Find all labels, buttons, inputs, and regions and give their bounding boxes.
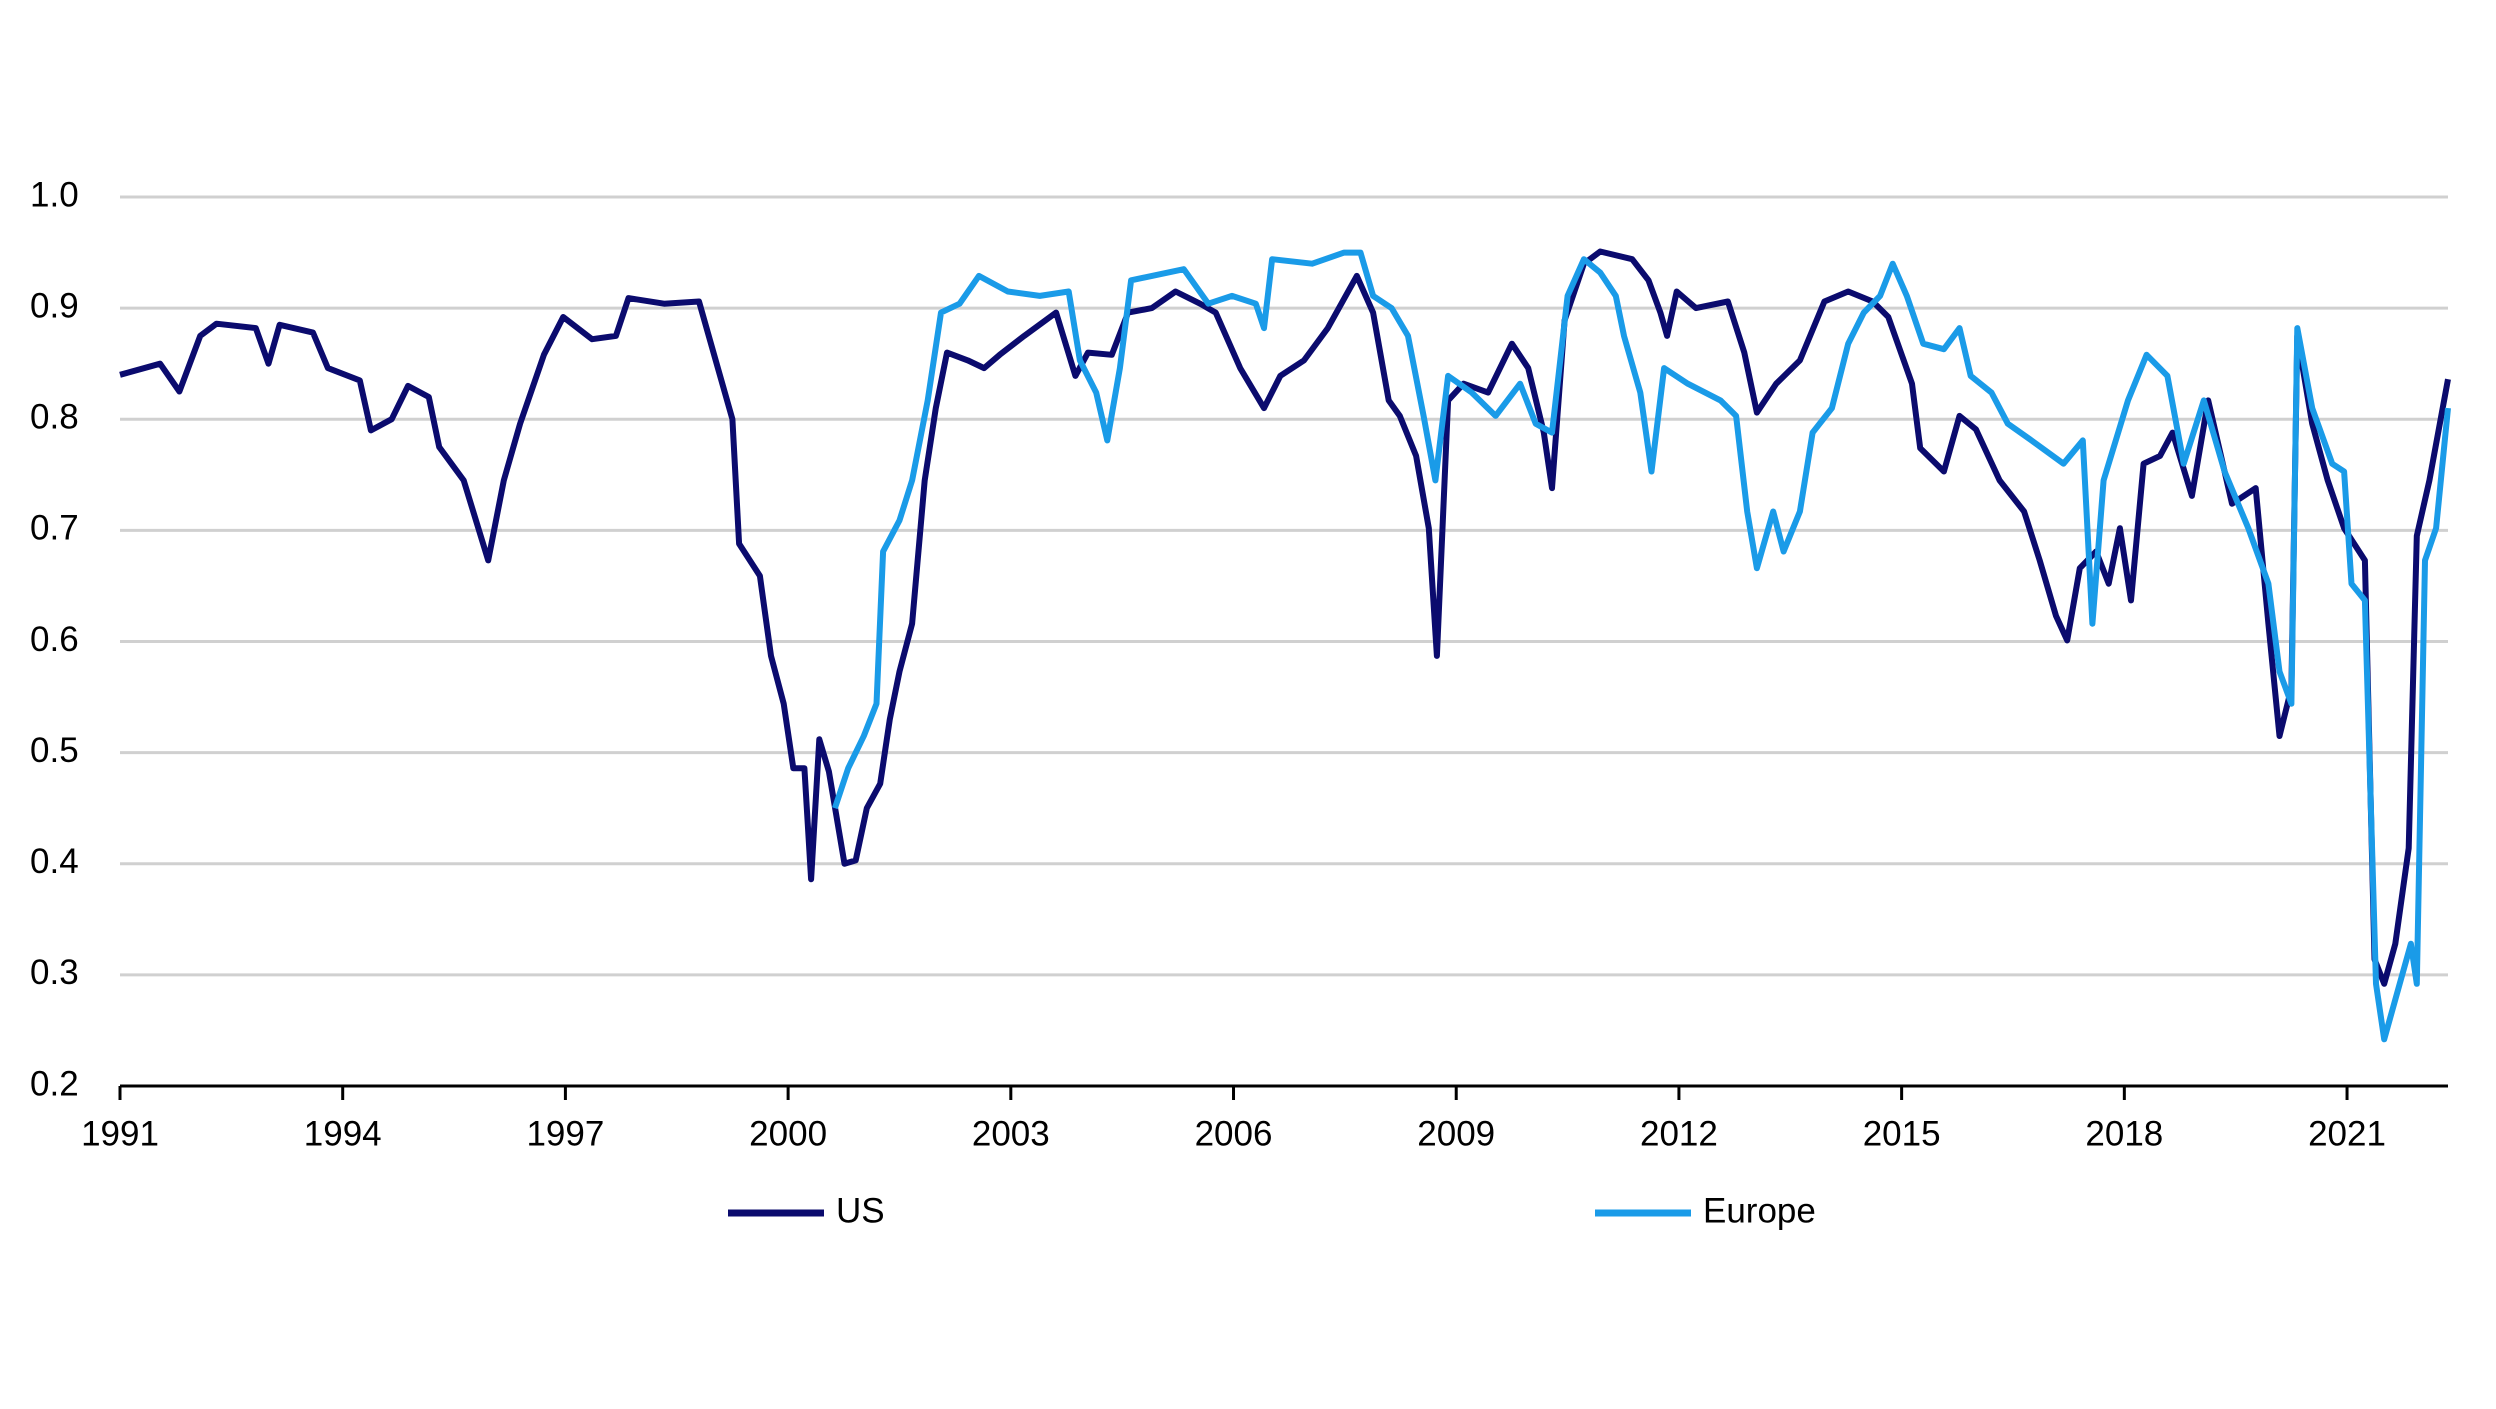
y-tick-label: 0.9 <box>30 286 79 325</box>
y-tick-label: 1.0 <box>30 175 79 214</box>
y-tick-label: 0.2 <box>30 1064 79 1103</box>
y-tick-label: 0.7 <box>30 509 79 548</box>
x-tick-label: 1994 <box>304 1114 382 1153</box>
x-tick-label: 2003 <box>972 1114 1050 1153</box>
legend-label: US <box>836 1191 885 1230</box>
series-line <box>119 248 2451 987</box>
x-tick-label: 2000 <box>749 1114 827 1153</box>
y-tick-label: 0.5 <box>30 731 79 770</box>
x-tick-label: 2018 <box>2085 1114 2163 1153</box>
x-tick-label: 1997 <box>526 1114 604 1153</box>
y-tick-label: 0.6 <box>30 620 79 659</box>
x-tick-label: 2021 <box>2308 1114 2386 1153</box>
legend-label: Europe <box>1703 1191 1816 1230</box>
x-tick-label: 2012 <box>1640 1114 1718 1153</box>
y-tick-label: 0.3 <box>30 953 79 992</box>
x-tick-label: 2015 <box>1863 1114 1941 1153</box>
x-tick-label: 2009 <box>1417 1114 1495 1153</box>
series-line <box>832 249 2451 1043</box>
y-tick-label: 0.8 <box>30 398 79 437</box>
x-tick-label: 2006 <box>1195 1114 1273 1153</box>
y-tick-label: 0.4 <box>30 842 79 881</box>
x-tick-label: 1991 <box>81 1114 159 1153</box>
